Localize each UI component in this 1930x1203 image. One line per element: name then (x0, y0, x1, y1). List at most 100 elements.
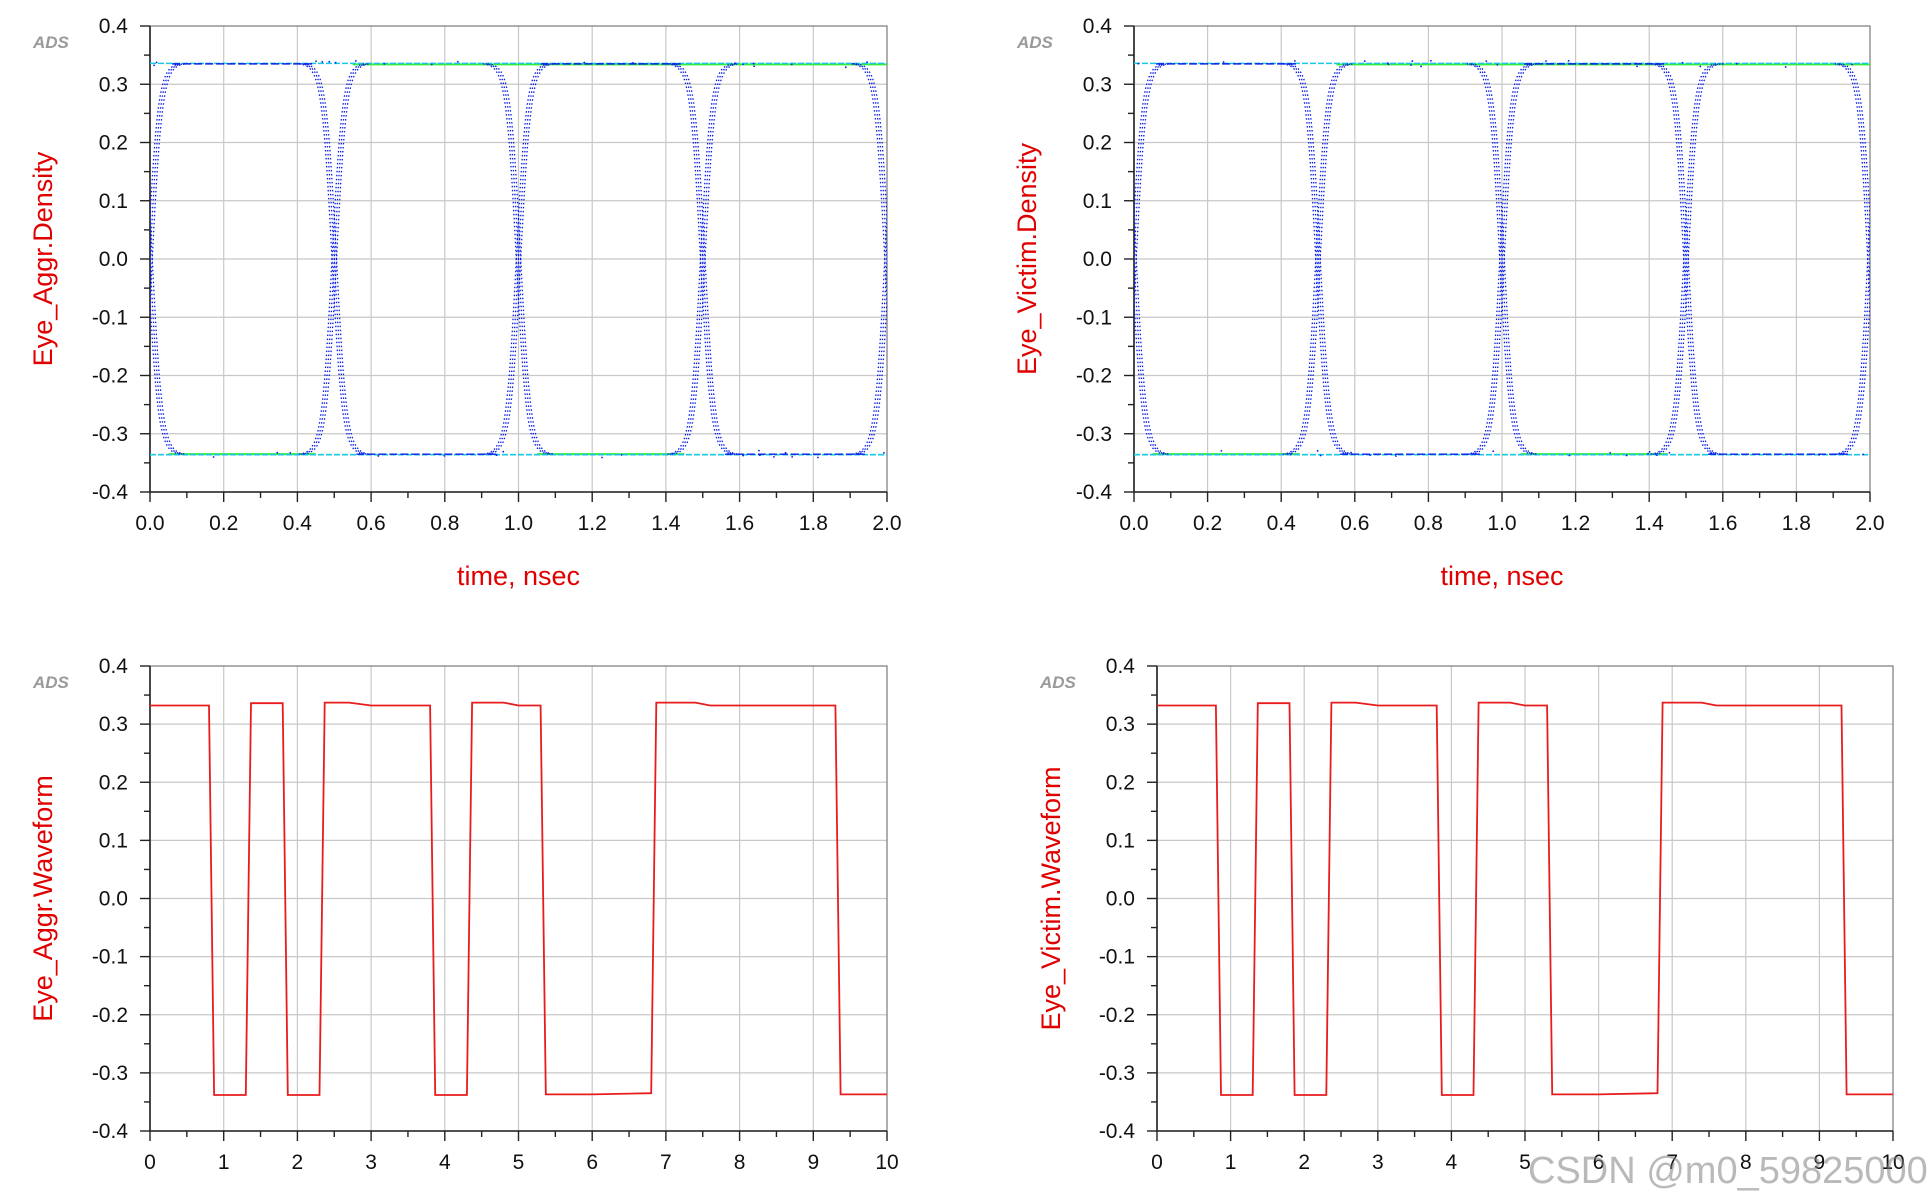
eye-sample-dot (866, 61, 868, 63)
eye-sample-dot (212, 456, 215, 458)
eye-sample-dot (1735, 62, 1738, 65)
eye-sample-dot (1485, 60, 1488, 63)
eye-sample-dot (1545, 60, 1547, 62)
x-tick-label: 0.2 (1193, 512, 1222, 535)
eye-falling-trace (1284, 63, 1352, 455)
eye-sample-dot (773, 455, 775, 458)
eye-sample-dot (790, 63, 793, 66)
eye-sample-dot (733, 453, 736, 456)
eye-sample-dot (1681, 61, 1684, 64)
eye-sample-dot (502, 450, 505, 453)
eye-rising-trace (1836, 246, 1870, 455)
y-tick-label: -0.1 (92, 946, 128, 969)
y-tick-label: 0.3 (1106, 713, 1135, 736)
x-tick-label: 1.4 (1635, 512, 1665, 535)
eye-sample-dot (620, 453, 623, 456)
eye-sample-dot (1851, 63, 1854, 66)
x-tick-label: 7 (660, 1151, 672, 1174)
eye-falling-trace (1466, 63, 1533, 455)
x-tick-label: 1.2 (1561, 512, 1590, 535)
x-tick-label: 0.0 (135, 512, 164, 535)
eye-sample-dot (1369, 454, 1371, 457)
eye-sample-dot (583, 61, 586, 64)
eye-sample-dot (1294, 59, 1296, 62)
eye-falling-trace (485, 63, 552, 455)
eye-sample-dot (1410, 64, 1412, 66)
y-tick-label: -0.3 (1076, 423, 1112, 446)
eye-falling-trace (1282, 63, 1349, 455)
y-tick-label: 0.1 (99, 829, 128, 852)
eye-sample-dot (1137, 62, 1140, 65)
eye-sample-dot (153, 64, 155, 67)
eye-sample-dot (1363, 60, 1366, 63)
eye-rising-trace (855, 288, 887, 455)
ads-logo: ADS (1016, 33, 1054, 52)
x-tick-label: 2 (292, 1151, 304, 1174)
eye-falling-trace (298, 63, 366, 455)
x-tick-label: 0.6 (356, 512, 385, 535)
x-tick-label: 1.6 (725, 512, 754, 535)
y-tick-label: -0.4 (92, 481, 129, 504)
y-tick-label: 0.2 (1083, 132, 1112, 155)
x-tick-label: 1.6 (1708, 512, 1737, 535)
y-tick-label: -0.3 (92, 423, 128, 446)
eye-rising-trace (1839, 288, 1870, 455)
x-tick-label: 1 (1225, 1151, 1237, 1174)
x-tick-label: 8 (734, 1151, 746, 1174)
y-tick-label: -0.1 (92, 306, 128, 329)
eye-falling-trace (667, 63, 734, 455)
eye-sample-dot (1721, 63, 1724, 65)
eye-sample-dot (601, 456, 603, 459)
eye-sample-dot (155, 61, 158, 64)
waveform-line (1157, 701, 1893, 1096)
eye-sample-dot (276, 451, 279, 454)
eye-falling-trace (851, 63, 887, 312)
x-tick-label: 4 (1446, 1151, 1458, 1174)
eye-falling-trace (1650, 63, 1717, 455)
eye-sample-dot (1784, 66, 1787, 68)
x-tick-label: 2 (1298, 1151, 1310, 1174)
eye-sample-dot (430, 63, 433, 66)
eye-falling-trace (1655, 63, 1722, 455)
eye-sample-dot (1709, 452, 1712, 455)
x-tick-label: 0.4 (283, 512, 313, 535)
eye-sample-dot (883, 452, 885, 454)
x-tick-label: 3 (365, 1151, 377, 1174)
x-tick-label: 6 (586, 1151, 598, 1174)
y-tick-label: 0.3 (99, 73, 128, 96)
eye-sample-dot (557, 62, 560, 65)
eye-falling-trace (487, 63, 554, 455)
chart-eye-aggr-waveform: 0.4 0.3 0.2 0.1 0.0 -0.1 -0.2 -0.3 -0.4 0 1 2 3 4 5 6 7 8… (28, 655, 899, 1174)
eye-falling-trace (1836, 63, 1870, 272)
x-tick-label: 9 (1814, 1151, 1826, 1174)
x-tick-label: 5 (1519, 1151, 1531, 1174)
y-tick-label: -0.1 (1076, 306, 1112, 329)
data-layer (150, 60, 887, 459)
x-tick-label: 0.2 (209, 512, 238, 535)
eye-sample-dot (791, 455, 794, 458)
y-tick-label: 0.3 (99, 713, 128, 736)
eye-sample-dot (742, 454, 744, 457)
eye-sample-dot (752, 62, 755, 65)
eye-sample-dot (1222, 61, 1225, 63)
y-tick-label: 0.0 (1083, 248, 1112, 271)
x-tick-label: 1.4 (651, 512, 681, 535)
x-tick-label: 2.0 (1855, 512, 1884, 535)
y-tick-label: -0.3 (1099, 1062, 1135, 1085)
ads-logo: ADS (32, 673, 70, 692)
eye-sample-dot (1411, 60, 1414, 62)
eye-sample-dot (1350, 451, 1352, 454)
x-tick-label: 10 (875, 1151, 898, 1174)
eye-sample-dot (631, 62, 634, 64)
y-axis-label: Eye_Victim.Waveform (1036, 766, 1066, 1030)
data-layer (150, 701, 887, 1096)
y-tick-label: 0.0 (99, 888, 128, 911)
watermark-text: CSDN @m0_59825000 (1528, 1150, 1928, 1192)
eye-falling-trace (1652, 63, 1720, 455)
y-tick-label: -0.4 (1076, 481, 1113, 504)
x-tick-label: 1.8 (799, 512, 828, 535)
eye-sample-dot (1395, 455, 1397, 457)
y-tick-label: 0.0 (1106, 888, 1135, 911)
eye-sample-dot (1319, 454, 1322, 457)
